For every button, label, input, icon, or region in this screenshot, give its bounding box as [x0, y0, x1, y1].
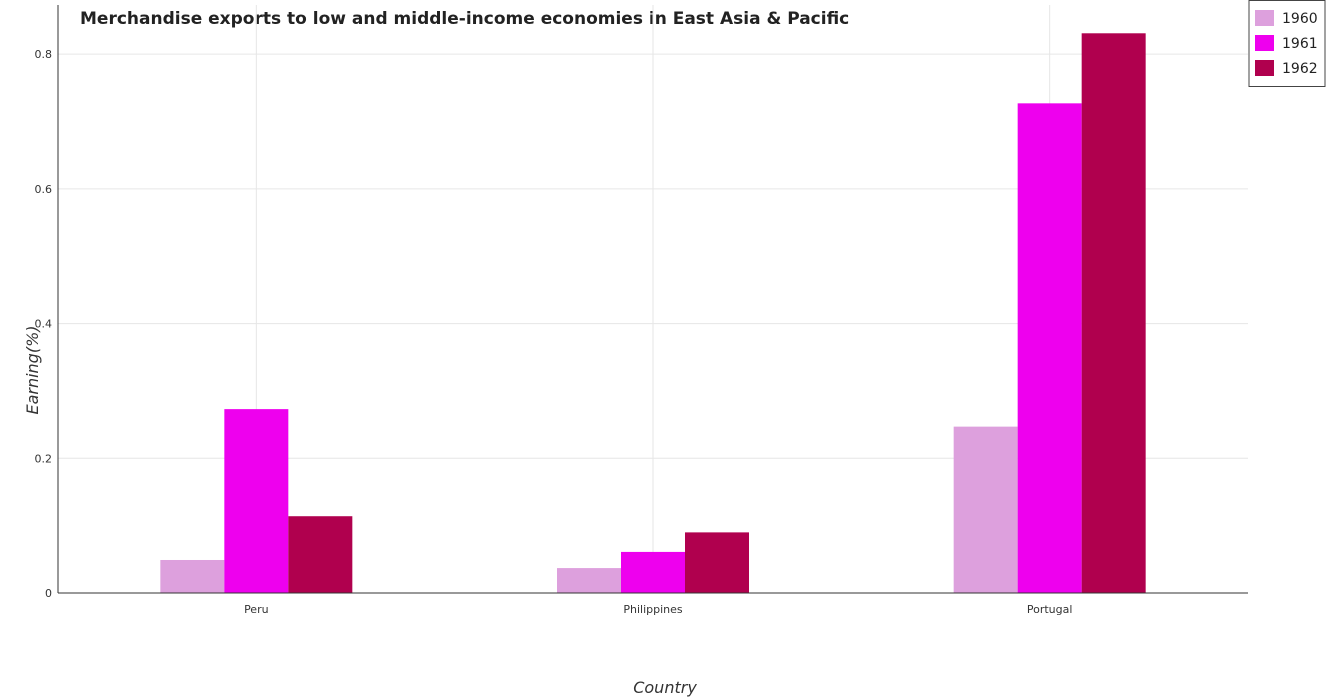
bars	[160, 33, 1146, 594]
bar-1961-portugal	[1017, 103, 1082, 594]
legend-label: 1961	[1282, 36, 1318, 52]
bar-1962-portugal	[1081, 33, 1146, 594]
legend-label: 1960	[1282, 11, 1318, 27]
bar-1961-philippines	[621, 551, 685, 593]
bar-1960-portugal	[953, 426, 1018, 593]
axes	[57, 5, 1248, 594]
x-tick-label: Philippines	[623, 603, 683, 616]
x-ticks: Peru Philippines Portugal	[244, 603, 1072, 616]
y-axis-label: Earning(%)	[23, 325, 42, 414]
chart-title: Merchandise exports to low and middle-in…	[80, 9, 849, 29]
y-tick-label: 0.2	[35, 452, 53, 465]
x-tick-label: Peru	[244, 603, 269, 616]
y-tick-label: 0.8	[35, 48, 53, 61]
y-ticks: 0 0.2 0.4 0.6 0.8	[35, 48, 53, 600]
bar-1960-philippines	[557, 568, 621, 593]
x-axis-label: Country	[633, 678, 697, 697]
y-tick-label: 0.4	[35, 318, 53, 331]
bar-1961-peru	[224, 409, 289, 593]
legend-swatch-1962	[1255, 60, 1274, 76]
bar-1960-peru	[160, 559, 225, 593]
legend: 1960 1961 1962	[1248, 0, 1326, 87]
bar-1962-philippines	[685, 532, 749, 593]
bar-1962-peru	[288, 516, 353, 593]
y-tick-label: 0.6	[35, 183, 53, 196]
legend-swatch-1961	[1255, 35, 1274, 51]
x-tick-label: Portugal	[1027, 603, 1073, 616]
legend-label: 1962	[1282, 61, 1318, 77]
y-tick-label: 0	[45, 587, 52, 600]
legend-swatch-1960	[1255, 10, 1274, 26]
